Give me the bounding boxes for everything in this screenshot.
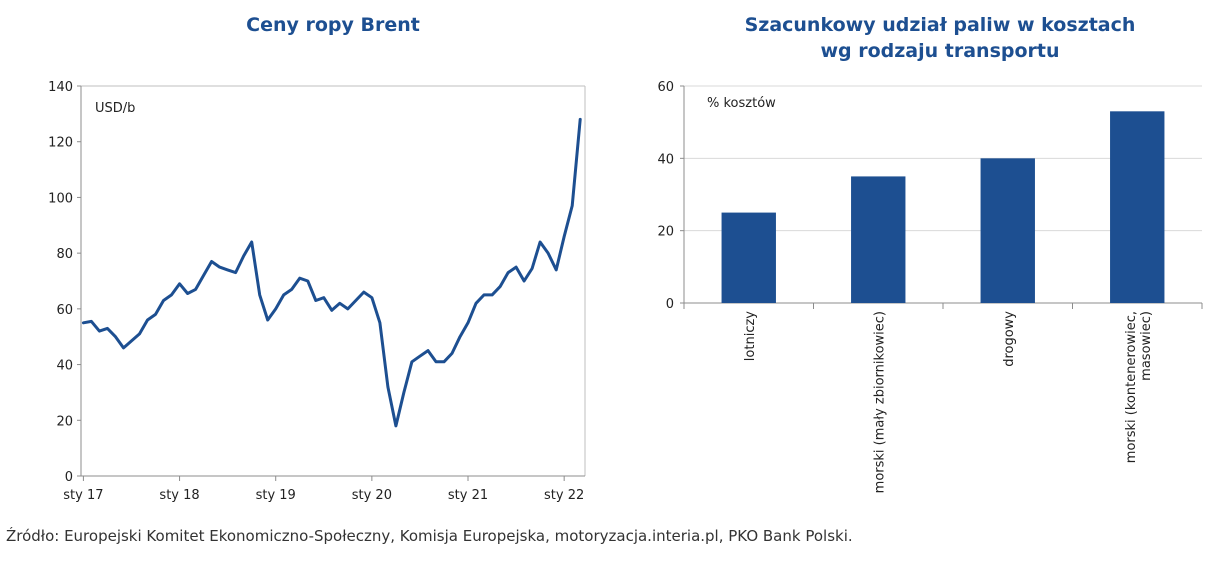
line-y-tick-label: 120	[48, 136, 73, 151]
line-x-tick-label: sty 19	[256, 488, 296, 503]
source-note: Źródło: Europejski Komitet Ekonomiczno-S…	[6, 527, 853, 545]
bar-category-label: drogowy	[1002, 311, 1017, 367]
bar-category-label: lotniczy	[743, 311, 758, 361]
line-x-tick-label: sty 21	[448, 488, 488, 503]
bar-chart-title-line-2: wg rodzaju transportu	[820, 40, 1060, 62]
bar-category-label: morski (mały zbiornikowiec)	[872, 311, 887, 493]
bar-chart-title: Szacunkowy udział paliw w kosztach wg ro…	[680, 12, 1200, 64]
line-y-tick-label: 20	[56, 414, 73, 429]
line-y-tick-label: 40	[56, 359, 73, 374]
line-y-tick-label: 140	[48, 80, 73, 95]
line-y-tick-label: 0	[65, 470, 73, 485]
line-x-tick-label: sty 18	[159, 488, 199, 503]
line-unit-label: USD/b	[95, 101, 135, 116]
bar-category-label: masowiec)	[1139, 311, 1154, 381]
bar-2	[851, 176, 906, 303]
line-y-tick-label: 60	[56, 303, 73, 318]
brent-price-line	[81, 117, 582, 428]
line-x-tick-label: sty 17	[63, 488, 103, 503]
line-y-tick-label: 100	[48, 191, 73, 206]
line-chart-title: Ceny ropy Brent	[246, 14, 420, 36]
bar-3	[980, 158, 1035, 303]
line-x-tick-label: sty 22	[544, 488, 584, 503]
charts-canvas: 0 20 40 60 80 100 120 140 sty 17 sty 18 sty 19 sty …	[48, 80, 1203, 503]
bar-unit-label: % kosztów	[707, 96, 776, 111]
bar-chart-title-line-1: Szacunkowy udział paliw w kosztach	[744, 14, 1136, 36]
bar-y-tick-label: 20	[657, 225, 674, 240]
bar-y-tick-label: 40	[657, 152, 674, 167]
bar-category-label: morski (kontenerowiec,	[1124, 311, 1139, 463]
line-x-tick-label: sty 20	[352, 488, 392, 503]
bar-1	[721, 212, 776, 303]
bar-y-tick-label: 0	[666, 297, 674, 312]
line-y-tick-label: 80	[56, 247, 73, 262]
bar-y-tick-label: 60	[657, 80, 674, 95]
bar-4	[1110, 111, 1165, 303]
